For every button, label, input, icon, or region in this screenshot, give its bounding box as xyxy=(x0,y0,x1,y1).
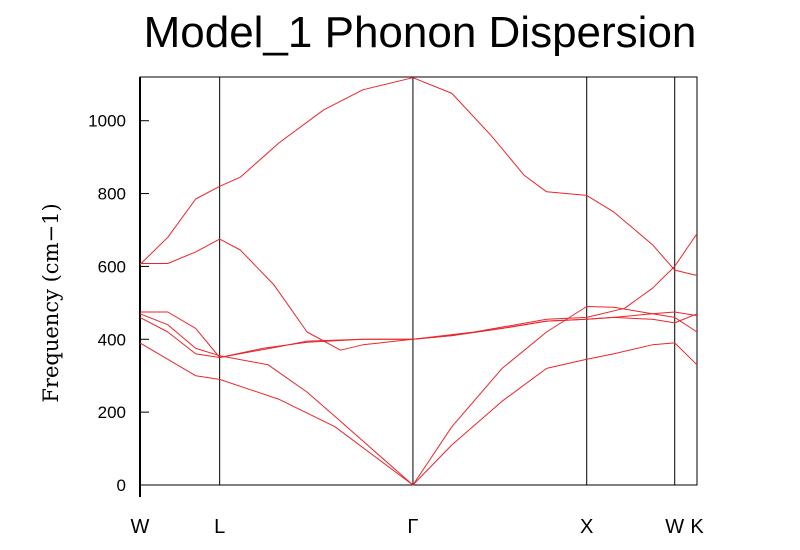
series-line xyxy=(139,342,698,486)
series-line xyxy=(139,311,698,358)
series-line xyxy=(140,233,698,351)
plot-frame xyxy=(139,76,698,486)
y-tick-label: 200 xyxy=(98,403,126,422)
kpoint-label: W xyxy=(131,516,150,538)
series-line xyxy=(139,77,698,276)
kpoint-label: X xyxy=(580,516,593,538)
y-tick-label: 600 xyxy=(98,257,126,276)
y-tick-label: 400 xyxy=(98,330,126,349)
series-line xyxy=(139,306,698,486)
kpoint-label: Γ xyxy=(407,516,418,538)
y-tick-label: 1000 xyxy=(88,112,126,131)
y-axis-label: Frequency (cm−1) xyxy=(39,203,63,402)
chart-title: Model_1 Phonon Dispersion xyxy=(143,8,697,57)
series-line xyxy=(140,311,698,358)
kpoint-label: K xyxy=(690,516,704,538)
y-tick-label: 0 xyxy=(117,476,126,495)
kpoint-label: W xyxy=(665,516,684,538)
kpoint-label: L xyxy=(214,516,225,538)
y-tick-label: 800 xyxy=(98,185,126,204)
